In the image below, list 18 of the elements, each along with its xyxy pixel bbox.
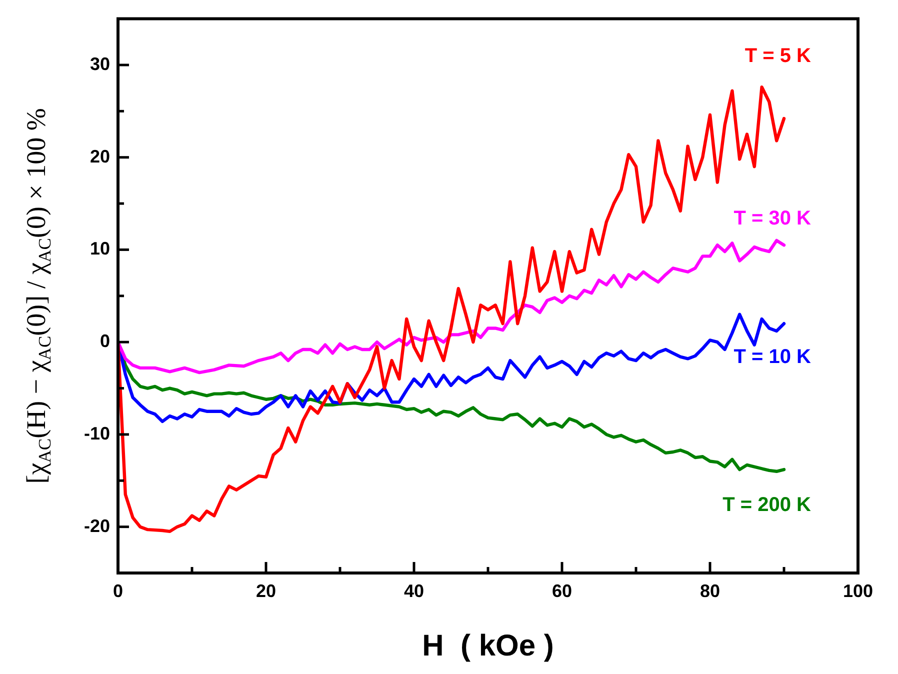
series-label: T = 5 K xyxy=(744,45,812,68)
x-tick-label: 40 xyxy=(404,580,424,601)
y-tick-label: 20 xyxy=(90,146,110,166)
y-axis-title: [χAC(H) − χAC(0)] / χAC(0) × 100 % xyxy=(21,108,55,484)
series-label: T = 10 K xyxy=(734,346,812,368)
y-tick-label: 10 xyxy=(90,238,110,259)
y-tick-label: -20 xyxy=(84,516,110,536)
x-tick-label: 60 xyxy=(552,580,572,601)
x-axis-title: H ( kOe ) xyxy=(422,629,554,662)
x-tick-label: 0 xyxy=(112,580,124,601)
y-tick-label: 0 xyxy=(100,331,110,352)
x-tick-label: 20 xyxy=(256,580,276,601)
series-label: T = 30 K xyxy=(734,208,812,230)
series-label: T = 200 K xyxy=(722,494,812,516)
y-tick-label: -10 xyxy=(84,423,110,444)
y-tick-label: 30 xyxy=(90,54,110,74)
x-tick-label: 80 xyxy=(700,580,720,601)
x-tick-label: 100 xyxy=(842,580,874,601)
